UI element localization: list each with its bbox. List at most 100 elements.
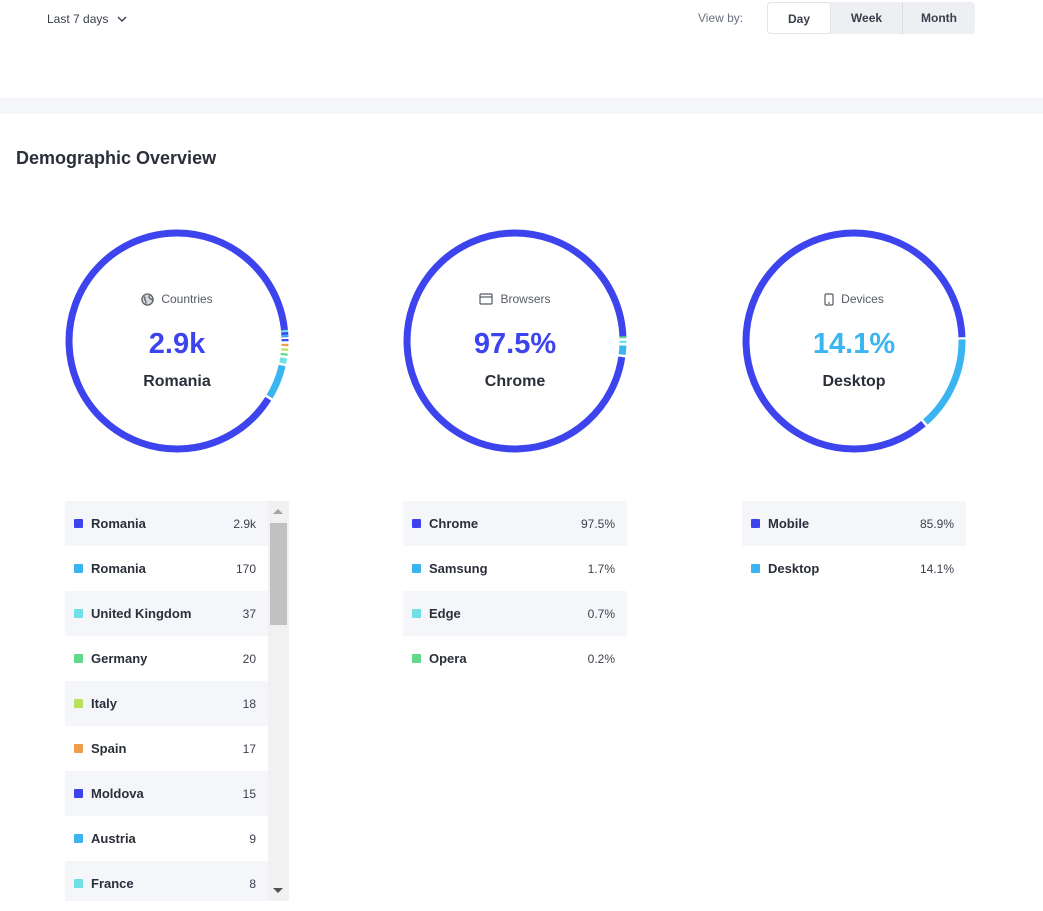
country-value: 8 xyxy=(249,876,256,891)
browser-value: 0.2% xyxy=(587,651,615,666)
browser-value: 97.5% xyxy=(580,516,615,531)
date-range-dropdown[interactable]: Last 7 days xyxy=(47,10,128,28)
legend-swatch xyxy=(751,564,760,573)
country-value: 15 xyxy=(242,786,256,801)
browser-name: Chrome xyxy=(429,516,479,531)
globe-icon xyxy=(141,292,154,306)
date-range-label: Last 7 days xyxy=(47,12,109,26)
browser-name: Samsung xyxy=(429,561,488,576)
browser-value: 1.7% xyxy=(587,561,615,576)
section-divider xyxy=(0,98,1043,114)
devices-donut-subtitle: Desktop xyxy=(822,373,886,390)
country-row: Austria 9 xyxy=(65,816,268,861)
browsers-donut-title: Browsers xyxy=(500,292,551,306)
devices-list: Mobile 85.9% Desktop 14.1% xyxy=(742,501,966,591)
country-name: Romania xyxy=(91,561,146,576)
country-name: Spain xyxy=(91,741,127,756)
country-value: 17 xyxy=(242,741,256,756)
country-name: United Kingdom xyxy=(91,606,192,621)
country-name: Germany xyxy=(91,651,148,666)
country-row: Romania 2.9k xyxy=(65,501,268,546)
browser-value: 0.7% xyxy=(587,606,615,621)
legend-swatch xyxy=(74,564,83,573)
chevron-down-icon xyxy=(116,13,128,25)
browsers-donut-label: Browsers xyxy=(400,292,630,306)
scrollbar-thumb[interactable] xyxy=(270,523,287,625)
countries-donut-subtitle: Romania xyxy=(143,373,211,390)
legend-swatch xyxy=(74,699,83,708)
countries-donut-value: 2.9k xyxy=(148,328,206,360)
country-row: United Kingdom 37 xyxy=(65,591,268,636)
country-row: Moldova 15 xyxy=(65,771,268,816)
devices-donut-title: Devices xyxy=(841,292,884,306)
browser-row: Opera 0.2% xyxy=(403,636,627,681)
legend-swatch xyxy=(412,564,421,573)
country-name: Moldova xyxy=(91,786,144,801)
browser-row: Chrome 97.5% xyxy=(403,501,627,546)
legend-swatch xyxy=(412,609,421,618)
section-title: Demographic Overview xyxy=(16,148,217,168)
country-value: 37 xyxy=(242,606,256,621)
countries-scrollbar[interactable] xyxy=(268,501,289,901)
country-value: 18 xyxy=(242,696,256,711)
legend-swatch xyxy=(412,519,421,528)
country-value: 9 xyxy=(249,831,256,846)
devices-donut: Devices 14.1% Desktop xyxy=(739,226,969,456)
country-name: Italy xyxy=(91,696,118,711)
country-value: 170 xyxy=(235,561,256,576)
countries-donut-label: Countries xyxy=(62,292,292,306)
country-row: France 8 xyxy=(65,861,268,901)
legend-swatch xyxy=(751,519,760,528)
donut-slice-opera[interactable] xyxy=(403,229,627,453)
legend-swatch xyxy=(74,789,83,798)
device-row: Mobile 85.9% xyxy=(742,501,966,546)
device-name: Mobile xyxy=(768,516,810,531)
browser-window-icon xyxy=(479,293,494,305)
phone-icon xyxy=(824,292,834,306)
device-row: Desktop 14.1% xyxy=(742,546,966,591)
legend-swatch xyxy=(74,744,83,753)
legend-swatch xyxy=(74,879,83,888)
device-value: 14.1% xyxy=(919,561,954,576)
legend-swatch xyxy=(412,654,421,663)
countries-donut: Countries 2.9k Romania xyxy=(62,226,292,456)
country-value: 2.9k xyxy=(233,516,256,531)
countries-list-container[interactable]: Romania 2.9k Romania 170 United Kingdom 37 Ger… xyxy=(65,501,289,901)
view-month-button[interactable]: Month xyxy=(921,11,957,25)
browser-row: Edge 0.7% xyxy=(403,591,627,636)
view-by-label: View by: xyxy=(698,11,744,25)
legend-swatch xyxy=(74,834,83,843)
scroll-down-arrow-icon[interactable] xyxy=(273,888,283,893)
toolbar: Last 7 days View by: Day Week Month xyxy=(0,0,1043,98)
view-week-button[interactable]: Week xyxy=(831,2,903,34)
device-name: Desktop xyxy=(768,561,820,576)
country-name: Austria xyxy=(91,831,136,846)
devices-donut-chart xyxy=(742,229,966,453)
legend-swatch xyxy=(74,654,83,663)
browser-row: Samsung 1.7% xyxy=(403,546,627,591)
view-day-button[interactable]: Day xyxy=(767,2,831,34)
device-value: 85.9% xyxy=(919,516,954,531)
country-name: France xyxy=(91,876,134,891)
country-value: 20 xyxy=(242,651,256,666)
countries-donut-chart xyxy=(65,229,289,453)
browsers-list: Chrome 97.5% Samsung 1.7% Edge 0.7% Opera 0.2% xyxy=(403,501,627,681)
view-by-toggle: Day Week Month xyxy=(767,2,975,34)
browsers-donut: Browsers 97.5% Chrome xyxy=(400,226,630,456)
countries-list: Romania 2.9k Romania 170 United Kingdom 37 Ger… xyxy=(65,501,268,901)
legend-swatch xyxy=(74,519,83,528)
browsers-donut-subtitle: Chrome xyxy=(484,373,546,390)
browser-name: Opera xyxy=(429,651,467,666)
countries-donut-title: Countries xyxy=(161,292,213,306)
country-row: Spain 17 xyxy=(65,726,268,771)
country-row: Germany 20 xyxy=(65,636,268,681)
browser-name: Edge xyxy=(429,606,461,621)
browsers-donut-value: 97.5% xyxy=(473,328,557,360)
country-name: Romania xyxy=(91,516,146,531)
browsers-donut-chart xyxy=(403,229,627,453)
devices-donut-label: Devices xyxy=(739,292,969,306)
country-row: Romania 170 xyxy=(65,546,268,591)
scroll-up-arrow-icon[interactable] xyxy=(273,509,283,514)
legend-swatch xyxy=(74,609,83,618)
devices-donut-value: 14.1% xyxy=(812,328,896,360)
